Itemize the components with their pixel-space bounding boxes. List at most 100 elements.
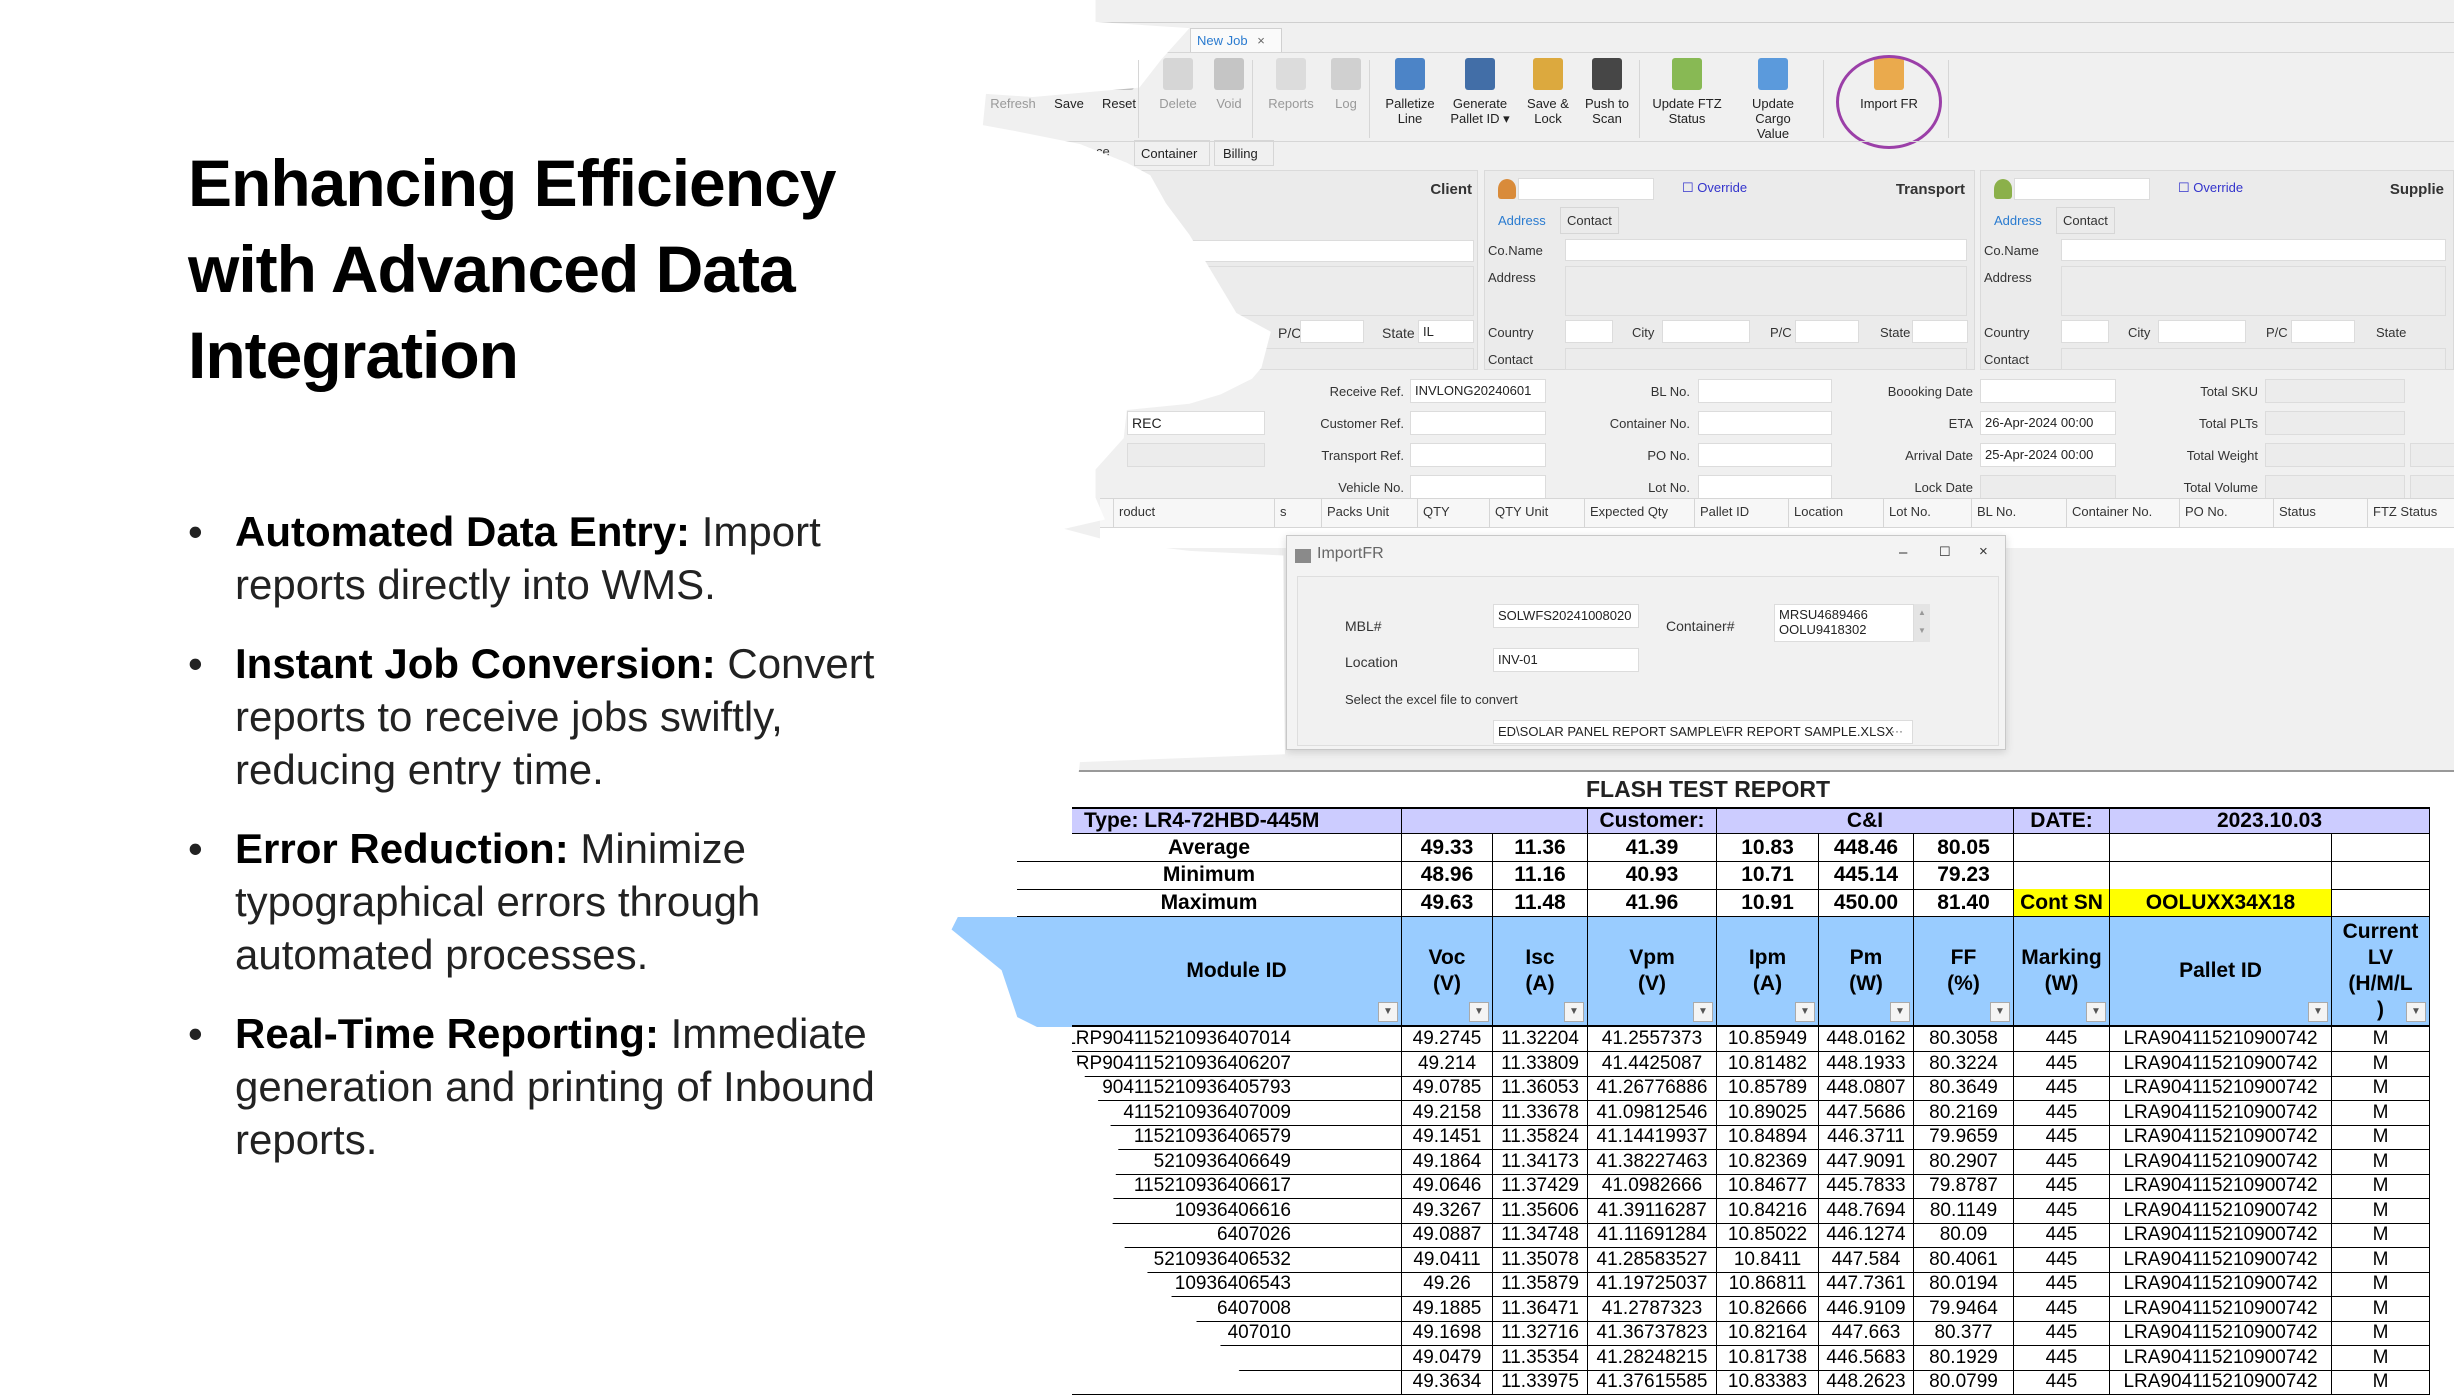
transport-tab-address[interactable]: Address xyxy=(1498,213,1546,228)
toolbar-button-update-ftz-status[interactable]: Update FTZ Status xyxy=(1652,58,1722,126)
supplier-tab-contact[interactable]: Contact xyxy=(2056,207,2115,234)
toolbar-button-push-to-scan[interactable]: Push to Scan xyxy=(1572,58,1642,126)
toolbar-button-update-cargo-value[interactable]: Update Cargo Value xyxy=(1738,58,1808,141)
toolbar-button-log[interactable]: Log xyxy=(1311,58,1381,111)
transport-pc-input[interactable] xyxy=(1795,320,1859,343)
toolbar-button-generate-pallet-id[interactable]: Generate Pallet ID ▾ xyxy=(1445,58,1515,126)
grid-column-header[interactable]: Location xyxy=(1794,504,1844,519)
browse-button[interactable]: ··· xyxy=(1891,724,1903,738)
grid-column-header[interactable]: Pallet ID xyxy=(1700,504,1750,519)
column-filter-dropdown[interactable]: ▼ xyxy=(1564,1002,1584,1022)
toolbar-button-void[interactable]: Void xyxy=(1194,58,1264,111)
column-header-ipm: Ipm (A) xyxy=(1717,917,1819,1027)
grid-column-header[interactable]: QTY xyxy=(1423,504,1450,519)
grid-column-header[interactable]: roduct xyxy=(1119,504,1156,519)
column-filter-dropdown[interactable]: ▼ xyxy=(1990,1002,2010,1022)
toolbar-button-save-lock[interactable]: Save & Lock xyxy=(1513,58,1583,126)
import-fr-highlight-circle xyxy=(1836,55,1942,149)
total-sku-input[interactable] xyxy=(2265,379,2405,403)
total-weight-unit-input[interactable] xyxy=(2410,443,2454,467)
grid-column-header[interactable]: Packs Unit xyxy=(1327,504,1390,519)
data-cell: M xyxy=(2332,1174,2430,1199)
grid-column-header[interactable]: Container No. xyxy=(2072,504,2153,519)
transport-state-input[interactable] xyxy=(1912,320,1968,343)
grid-column-header[interactable]: Expected Qty xyxy=(1590,504,1669,519)
container-scrollbar[interactable]: ▲ ▼ xyxy=(1914,604,1930,642)
toolbar-button-reports[interactable]: Reports xyxy=(1256,58,1326,111)
supplier-override-checkbox[interactable]: ☐ Override xyxy=(2178,180,2244,195)
container-no-input[interactable] xyxy=(1698,411,1832,435)
column-filter-dropdown[interactable]: ▼ xyxy=(1469,1002,1489,1022)
subtab-container[interactable]: Container xyxy=(1134,140,1210,166)
transport-tab-contact[interactable]: Contact xyxy=(1560,207,1619,234)
supplier-select[interactable] xyxy=(2014,178,2150,200)
supplier-city-input[interactable] xyxy=(2158,320,2246,343)
client-pc-input[interactable] xyxy=(1300,320,1364,343)
file-path-input[interactable]: ED\SOLAR PANEL REPORT SAMPLE\FR REPORT S… xyxy=(1493,720,1913,744)
transport-address-input[interactable] xyxy=(1565,266,1967,316)
data-cell: 11.35824 xyxy=(1493,1125,1588,1150)
toolbar-button-palletize-line[interactable]: Palletize Line xyxy=(1375,58,1445,126)
lot-no-label: Lot No. xyxy=(1648,480,1690,495)
data-cell: 445.7833 xyxy=(1819,1174,1914,1199)
column-filter-dropdown[interactable]: ▼ xyxy=(1378,1002,1398,1022)
bl-no-input[interactable] xyxy=(1698,379,1832,403)
transport-override-checkbox[interactable]: ☐ Override xyxy=(1682,180,1748,195)
supplier-coname-input[interactable] xyxy=(2061,239,2446,261)
column-filter-dropdown[interactable]: ▼ xyxy=(2308,1002,2328,1022)
arrival-date-input[interactable]: 25-Apr-2024 00:00 xyxy=(1980,443,2116,467)
transport-contact-input[interactable] xyxy=(1565,348,1967,370)
supplier-country-input[interactable] xyxy=(2061,320,2109,343)
transport-country-input[interactable] xyxy=(1565,320,1613,343)
data-cell: 80.2907 xyxy=(1914,1149,2014,1175)
total-plts-label: Total PLTs xyxy=(2198,416,2258,431)
column-filter-dropdown[interactable]: ▼ xyxy=(1795,1002,1815,1022)
location-input[interactable]: INV-01 xyxy=(1493,648,1639,672)
total-weight-input[interactable] xyxy=(2265,443,2405,467)
supplier-address-input[interactable] xyxy=(2061,266,2446,316)
supplier-contact-icon xyxy=(1994,179,2012,199)
minimize-icon[interactable]: – xyxy=(1899,544,1908,561)
column-filter-dropdown[interactable]: ▼ xyxy=(1890,1002,1910,1022)
close-tab-icon[interactable]: × xyxy=(1257,33,1265,48)
supplier-contact-input[interactable] xyxy=(2061,348,2446,370)
close-icon[interactable]: × xyxy=(1979,543,1988,560)
maximize-icon[interactable]: ☐ xyxy=(1939,544,1951,559)
grid-column-header[interactable]: FTZ Status xyxy=(2373,504,2438,519)
column-filter-dropdown[interactable]: ▼ xyxy=(2086,1002,2106,1022)
toolbar-button-delete[interactable]: Delete xyxy=(1143,58,1213,111)
receive-ref-input[interactable]: INVLONG20240601 xyxy=(1410,379,1546,403)
supplier-pc-input[interactable] xyxy=(2291,320,2355,343)
customer-ref-input[interactable] xyxy=(1410,411,1546,435)
total-plts-input[interactable] xyxy=(2265,411,2405,435)
grid-column-header[interactable]: Lot No. xyxy=(1889,504,1931,519)
subtab-billing[interactable]: Billing xyxy=(1214,140,1274,166)
transport-select[interactable] xyxy=(1518,178,1654,200)
bullet-text: Minimize typographical errors through au… xyxy=(235,825,761,978)
transport-ref-input[interactable] xyxy=(1410,443,1546,467)
grid-column-header[interactable]: BL No. xyxy=(1977,504,2017,519)
secondary-select[interactable] xyxy=(1127,443,1265,467)
data-cell: 446.9109 xyxy=(1819,1296,1914,1322)
tab-new-job[interactable]: New Job × xyxy=(1190,28,1282,52)
data-cell: 49.2158 xyxy=(1402,1100,1493,1126)
rec-type-select[interactable]: REC xyxy=(1127,411,1265,435)
column-filter-dropdown[interactable]: ▼ xyxy=(1693,1002,1713,1022)
mbl-input[interactable]: SOLWFS20241008020 xyxy=(1493,604,1639,628)
po-no-input[interactable] xyxy=(1698,443,1832,467)
column-filter-dropdown[interactable]: ▼ xyxy=(2406,1002,2426,1022)
grid-column-header[interactable]: PO No. xyxy=(2185,504,2228,519)
data-cell: 79.9659 xyxy=(1914,1125,2014,1150)
grid-column-header[interactable]: Status xyxy=(2279,504,2316,519)
transport-city-input[interactable] xyxy=(1662,320,1750,343)
grid-column-header[interactable]: s xyxy=(1280,504,1287,519)
container-list[interactable]: MRSU4689466 OOLU9418302 xyxy=(1774,604,1914,642)
client-state-select[interactable]: IL xyxy=(1418,320,1474,343)
column-header-label: FF (%) xyxy=(1947,946,1980,995)
booking-date-input[interactable] xyxy=(1980,379,2116,403)
eta-input[interactable]: 26-Apr-2024 00:00 xyxy=(1980,411,2116,435)
transport-coname-input[interactable] xyxy=(1565,239,1967,261)
toolbar-button-label: Save & Lock xyxy=(1527,96,1569,126)
supplier-tab-address[interactable]: Address xyxy=(1994,213,2042,228)
grid-column-header[interactable]: QTY Unit xyxy=(1495,504,1549,519)
